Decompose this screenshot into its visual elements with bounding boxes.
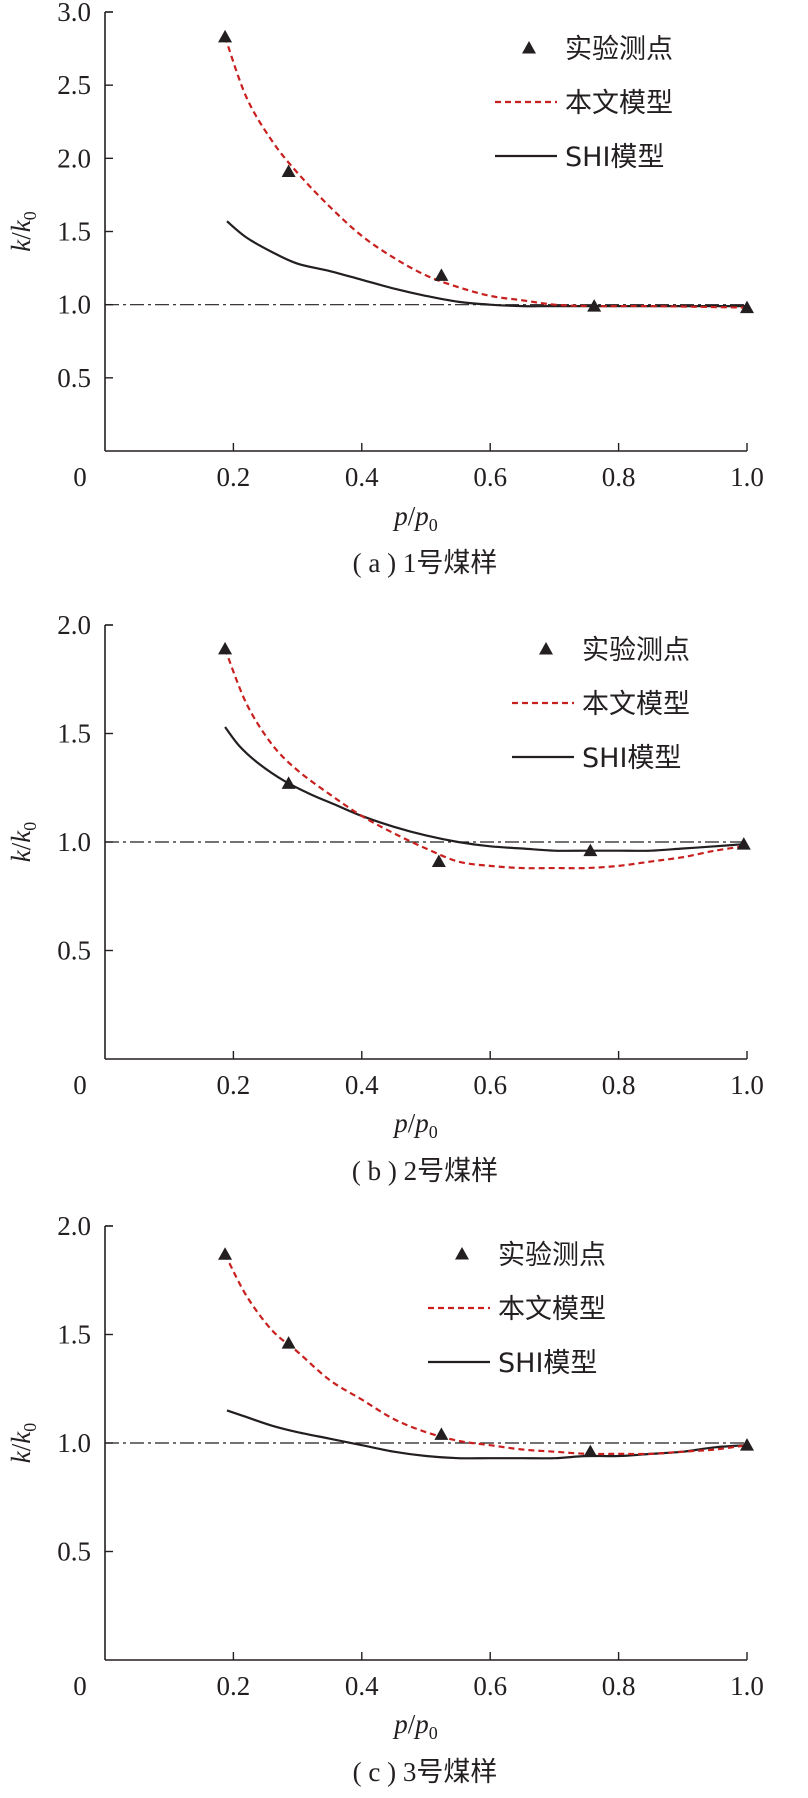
x-tick-label: 0.6: [473, 1070, 507, 1100]
x-axis-label: p/p0: [392, 1709, 438, 1743]
x-tick-label: 0.8: [602, 462, 636, 492]
legend-label-shi: SHI模型: [565, 142, 664, 173]
legend-marker-triangle: [539, 642, 553, 655]
series-model-line: [224, 1253, 748, 1456]
chart-c-svg: 0.5 1.0 1.5 2.0 0.2 0.4 0.6 0.8 1.0 0 k/k0 p/p0 实验测点…: [6, 1211, 764, 1787]
legend-label-shi: SHI模型: [498, 1348, 597, 1379]
y-tick-label: 0.5: [57, 1537, 91, 1567]
data-point-triangle: [218, 29, 233, 43]
x-axis-label: p/p0: [392, 501, 438, 535]
y-tick-label: 1.5: [57, 719, 91, 749]
data-point-triangle: [434, 268, 449, 281]
y-axis-label: k/k0: [6, 211, 40, 251]
x-tick-label: 0.2: [217, 1070, 251, 1100]
data-point-triangle: [736, 837, 751, 850]
y-tick-label: 1.5: [57, 1320, 91, 1350]
legend-label-shi: SHI模型: [582, 743, 681, 774]
data-point-triangle: [583, 843, 598, 857]
y-tick-label: 3.0: [57, 0, 91, 27]
legend-label-points: 实验测点: [582, 635, 690, 666]
chart-panel-a: 0.5 1.0 1.5 2.0 2.5 3.0 0.2 0.4 0.6 0.8 1.0 0 k/k0 p/…: [0, 0, 808, 585]
legend-label-model: 本文模型: [565, 88, 673, 119]
data-point-triangle: [434, 1427, 449, 1440]
data-point-triangle: [281, 1336, 296, 1349]
series-model-line: [224, 648, 744, 870]
legend-marker-triangle: [522, 41, 536, 54]
legend-label-points: 实验测点: [565, 34, 673, 65]
y-tick-label: 1.5: [57, 217, 91, 247]
data-point-triangle: [218, 641, 233, 655]
y-tick-label: 0.5: [57, 363, 91, 393]
data-point-triangle: [583, 1444, 598, 1458]
data-point-triangle: [281, 776, 296, 789]
x-axis-label: p/p0: [392, 1108, 438, 1142]
x-tick-label: 0.8: [602, 1671, 636, 1701]
y-tick-label: 2.0: [57, 143, 91, 173]
chart-panel-b: 0.5 1.0 1.5 2.0 0.2 0.4 0.6 0.8 1.0 0 k/k0 p/p0 实验测点…: [0, 605, 808, 1195]
y-tick-label: 2.0: [57, 1211, 91, 1241]
x-tick-label: 0.4: [345, 462, 379, 492]
legend-label-points: 实验测点: [498, 1240, 606, 1271]
legend-label-model: 本文模型: [582, 689, 690, 720]
x-tick-label: 0.6: [473, 1671, 507, 1701]
y-tick-label: 1.0: [57, 1428, 91, 1458]
x-tick-label: 1.0: [730, 1671, 764, 1701]
data-point-triangle: [431, 854, 446, 868]
data-point-triangle: [218, 1247, 233, 1260]
y-tick-label: 2.0: [57, 610, 91, 640]
legend-marker-triangle: [455, 1247, 469, 1260]
x-tick-label: 0.4: [345, 1671, 379, 1701]
series-shi-line: [224, 726, 744, 852]
caption-b: ( b ) 2号煤样: [352, 1156, 498, 1186]
x-tick-label: 0.6: [473, 462, 507, 492]
chart-panel-c: 0.5 1.0 1.5 2.0 0.2 0.4 0.6 0.8 1.0 0 k/k0 p/p0 实验测点…: [0, 1208, 808, 1798]
series-shi-line: [226, 1409, 748, 1460]
origin-label: 0: [73, 462, 87, 492]
data-point-triangle: [281, 164, 296, 178]
y-tick-label: 1.0: [57, 827, 91, 857]
origin-label: 0: [73, 1070, 87, 1100]
x-tick-label: 0.2: [217, 1671, 251, 1701]
data-point-triangle: [740, 300, 754, 314]
caption-c: ( c ) 3号煤样: [353, 1757, 498, 1787]
y-axis-label: k/k0: [6, 822, 40, 862]
x-tick-label: 1.0: [730, 462, 764, 492]
y-axis-label: k/k0: [6, 1423, 40, 1463]
caption-a: ( a ) 1号煤样: [353, 548, 498, 578]
data-point-triangle: [587, 299, 602, 312]
series-model-line: [224, 36, 748, 309]
x-tick-label: 0.2: [217, 462, 251, 492]
y-tick-label: 2.5: [57, 70, 91, 100]
x-tick-label: 0.8: [602, 1070, 636, 1100]
x-tick-label: 1.0: [730, 1070, 764, 1100]
x-tick-label: 0.4: [345, 1070, 379, 1100]
origin-label: 0: [73, 1671, 87, 1701]
data-point-triangle: [740, 1438, 754, 1451]
legend-label-model: 本文模型: [498, 1294, 606, 1325]
y-tick-label: 1.0: [57, 290, 91, 320]
series-shi-line: [226, 220, 747, 308]
chart-a-svg: 0.5 1.0 1.5 2.0 2.5 3.0 0.2 0.4 0.6 0.8 1.0 0 k/k0 p/…: [6, 0, 764, 578]
chart-b-svg: 0.5 1.0 1.5 2.0 0.2 0.4 0.6 0.8 1.0 0 k/k0 p/p0 实验测点…: [6, 610, 764, 1186]
y-tick-label: 0.5: [57, 936, 91, 966]
